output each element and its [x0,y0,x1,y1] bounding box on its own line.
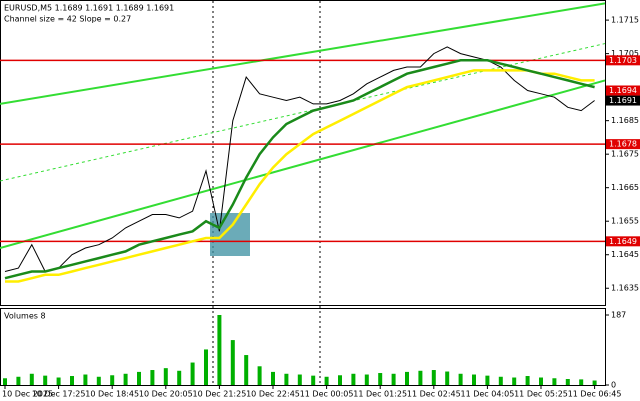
x-tick-label: 11 Dec 02:45 [407,390,461,399]
channel-line [0,79,606,249]
y-tick-label: 187 [611,311,626,320]
volume-bar [297,374,302,385]
volume-bar [498,376,503,385]
volume-bar [391,373,396,385]
volume-bar [364,374,369,385]
volume-bar [110,375,115,385]
volume-bar [150,370,155,385]
volume-bar [137,371,141,385]
volume-bar [43,375,48,385]
x-tick-label: 11 Dec 05:25 [514,390,568,399]
volume-bar [177,370,182,385]
volume-bar [29,373,34,385]
level-label-box [606,236,640,247]
price-label: 1.1691 [609,96,637,105]
x-tick-label: 10 Dec 21:25 [192,390,246,399]
x-tick-label: 10 Dec 20:05 [139,390,193,399]
volume-bar [579,379,584,385]
volume-bar [378,373,383,385]
volume-bar [70,376,74,385]
y-tick-label: 1.1675 [611,150,639,159]
level-label: 1.1703 [609,56,637,65]
volume-bar [230,340,235,385]
volume-bar [525,376,530,385]
volume-bar [565,379,570,385]
channel-line [0,43,606,182]
level-label: 1.1678 [609,140,637,149]
volume-bar [472,374,476,385]
volume-bar [418,370,423,385]
volume-bar [284,373,289,385]
y-tick-label: 1.1665 [611,183,639,192]
volume-bar [3,378,7,385]
volume-bar [190,362,195,385]
price-line [4,59,595,280]
price-label: 1.1694 [609,86,637,95]
x-tick-label: 10 Dec 22:45 [246,390,300,399]
price-line [5,69,595,283]
y-tick-label: 1.1685 [611,116,639,125]
chart-subtitle: Channel size = 42 Slope = 0.27 [4,15,131,24]
volume-bar [405,371,409,385]
volume-panel [0,308,606,386]
x-tick-label: 11 Dec 04:05 [460,390,514,399]
volume-bar [431,370,436,385]
x-tick-label: 10 Dec 17:25 [32,390,86,399]
level-label-box [606,139,640,150]
volume-bar [458,373,463,385]
volume-bar [338,375,342,385]
volume-bar [271,371,275,385]
volume-bar [244,355,249,385]
level-label: 1.1649 [609,237,637,246]
x-tick-label: 11 Dec 01:25 [353,390,407,399]
price-line [4,46,595,273]
x-tick-label: 10 Dec 2025 [2,390,53,399]
volume-bar [311,375,316,385]
y-tick-label: 1.1645 [611,250,639,259]
x-tick-label: 11 Dec 00:05 [300,390,354,399]
price-label-box [606,95,640,106]
level-label-box [606,55,640,66]
volume-bar [83,374,88,385]
volume-bar [351,373,356,385]
volume-bar [592,380,597,385]
y-tick-label: 0 [611,381,616,390]
price-panel [0,0,606,306]
volume-bar [163,368,168,385]
volume-bar [257,366,262,385]
y-tick-label: 1.1655 [611,217,639,226]
highlight-zone [210,213,250,256]
volume-bar [485,375,490,385]
volume-bar [539,377,543,385]
y-tick-label: 1.1635 [611,284,639,293]
price-label-box [606,85,640,96]
volume-bar [56,377,61,385]
chart-title: EURUSD,M5 1.1689 1.1691 1.1689 1.1691 [4,4,174,13]
volume-bar [16,376,21,385]
volume-bar [204,349,208,385]
volume-bar [123,373,128,385]
volume-title: Volumes 8 [4,312,46,321]
x-tick-label: 11 Dec 06:45 [568,390,622,399]
y-tick-label: 1.1705 [611,49,639,58]
volume-bar [552,378,557,385]
volume-bar [445,371,450,385]
y-tick-label: 1.1715 [611,16,639,25]
volume-bar [512,377,517,385]
x-tick-label: 10 Dec 18:45 [85,390,139,399]
channel-line [0,2,606,105]
volume-bar [324,376,329,385]
volume-bar [217,315,222,385]
volume-bar [96,376,101,385]
